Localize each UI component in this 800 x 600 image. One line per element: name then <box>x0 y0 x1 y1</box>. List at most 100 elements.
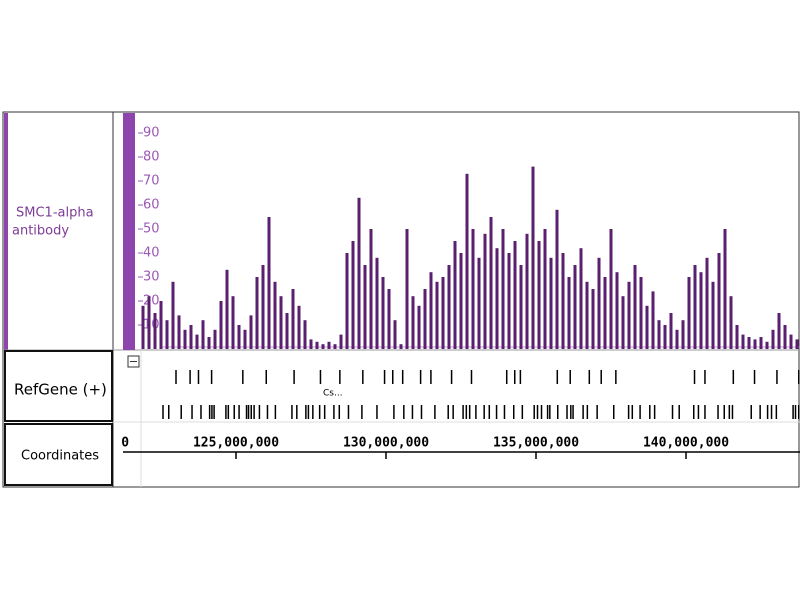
track-label: Coordinates <box>21 449 99 464</box>
signal-peak <box>645 305 649 349</box>
signal-peak <box>687 277 691 349</box>
signal-peak <box>531 166 535 349</box>
signal-peak <box>639 277 643 349</box>
signal-peak <box>207 337 211 349</box>
signal-peak <box>255 277 259 349</box>
signal-peak <box>393 320 397 349</box>
signal-peak <box>483 233 487 349</box>
signal-peak <box>183 329 187 349</box>
signal-peak <box>141 305 145 349</box>
y-tick-label: 50 <box>143 222 160 237</box>
y-tick-label: 30 <box>143 270 160 285</box>
collapse-button[interactable] <box>127 355 140 368</box>
signal-peak <box>303 320 307 349</box>
signal-peak <box>561 253 565 349</box>
signal-peak <box>279 296 283 349</box>
signal-track: 10 20 30 40 50 60 70 80 90 100 <box>138 102 800 349</box>
signal-peak <box>357 197 361 349</box>
signal-peak <box>789 334 793 349</box>
y-tick-label: 20 <box>143 294 160 309</box>
signal-peak <box>273 281 277 349</box>
signal-peak <box>381 277 385 349</box>
signal-peak <box>609 229 613 349</box>
signal-peak <box>501 229 505 349</box>
signal-peak <box>327 341 331 349</box>
gene-label: Cs... <box>323 389 343 399</box>
signal-peak <box>267 217 271 349</box>
signal-peak <box>387 289 391 349</box>
signal-peak <box>465 173 469 349</box>
signal-peak <box>615 272 619 349</box>
signal-peak <box>195 334 199 349</box>
signal-peak <box>201 320 205 349</box>
signal-peak <box>711 281 715 349</box>
signal-peak <box>159 301 163 349</box>
track-color-strip <box>4 113 8 350</box>
signal-peak <box>627 281 631 349</box>
signal-peak <box>477 257 481 349</box>
signal-peak <box>153 313 157 349</box>
signal-peak <box>747 337 751 349</box>
coordinate-axis: 120,000,000 125,000,000 130,000,000 135,000… <box>43 436 800 459</box>
signal-peak <box>513 241 517 349</box>
x-tick-label: 125,000,000 <box>193 436 279 451</box>
signal-peak <box>261 265 265 349</box>
x-tick-label: 135,000,000 <box>493 436 579 451</box>
y-tick-label: 90 <box>143 126 160 141</box>
signal-peak <box>603 277 607 349</box>
signal-peak <box>663 325 667 349</box>
signal-peak <box>555 209 559 349</box>
signal-peak <box>495 248 499 349</box>
signal-peak <box>237 325 241 349</box>
y-tick-label: 10 <box>143 318 160 333</box>
signal-peak <box>411 296 415 349</box>
signal-peak <box>591 289 595 349</box>
track-label: RefGene (+) <box>14 381 107 399</box>
signal-peak <box>453 241 457 349</box>
signal-peak <box>189 325 193 349</box>
signal-peak <box>429 272 433 349</box>
signal-peak <box>315 341 319 349</box>
signal-peak <box>675 329 679 349</box>
signal-peak <box>447 265 451 349</box>
signal-peak <box>417 305 421 349</box>
signal-peak <box>231 296 235 349</box>
y-tick-label: 60 <box>143 198 160 213</box>
signal-peak <box>297 305 301 349</box>
y-tick-label: 100 <box>143 102 168 117</box>
track-selector-bar[interactable] <box>123 113 135 350</box>
signal-peak <box>537 241 541 349</box>
signal-peak <box>777 313 781 349</box>
track-label: antibody <box>12 224 69 239</box>
signal-peak <box>489 217 493 349</box>
signal-peak <box>681 320 685 349</box>
signal-peak <box>525 233 529 349</box>
signal-peak <box>285 313 289 349</box>
signal-peak <box>177 315 181 349</box>
refgene-track: Cs... <box>162 370 800 419</box>
signal-peak <box>771 329 775 349</box>
signal-peak <box>435 281 439 349</box>
browser-frame <box>2 111 800 488</box>
signal-peak <box>717 253 721 349</box>
y-tick-label: 40 <box>143 246 160 261</box>
y-tick-label: 70 <box>143 174 160 189</box>
signal-peak <box>441 277 445 349</box>
signal-peak <box>165 320 169 349</box>
signal-peak <box>705 257 709 349</box>
x-tick-label: 140,000,000 <box>643 436 729 451</box>
signal-peak <box>375 257 379 349</box>
x-tick-label: 120,000,000 <box>43 436 129 451</box>
signal-peak <box>213 329 217 349</box>
track-label: SMC1-alpha <box>16 206 94 221</box>
signal-peak <box>291 289 295 349</box>
signal-peak <box>633 265 637 349</box>
signal-peak <box>753 339 757 349</box>
signal-peak <box>657 320 661 349</box>
signal-peak <box>795 339 799 349</box>
y-tick-label: 80 <box>143 150 160 165</box>
signal-peak <box>735 325 739 349</box>
signal-peak <box>363 265 367 349</box>
signal-peak <box>321 344 325 349</box>
signal-peak <box>225 269 229 349</box>
